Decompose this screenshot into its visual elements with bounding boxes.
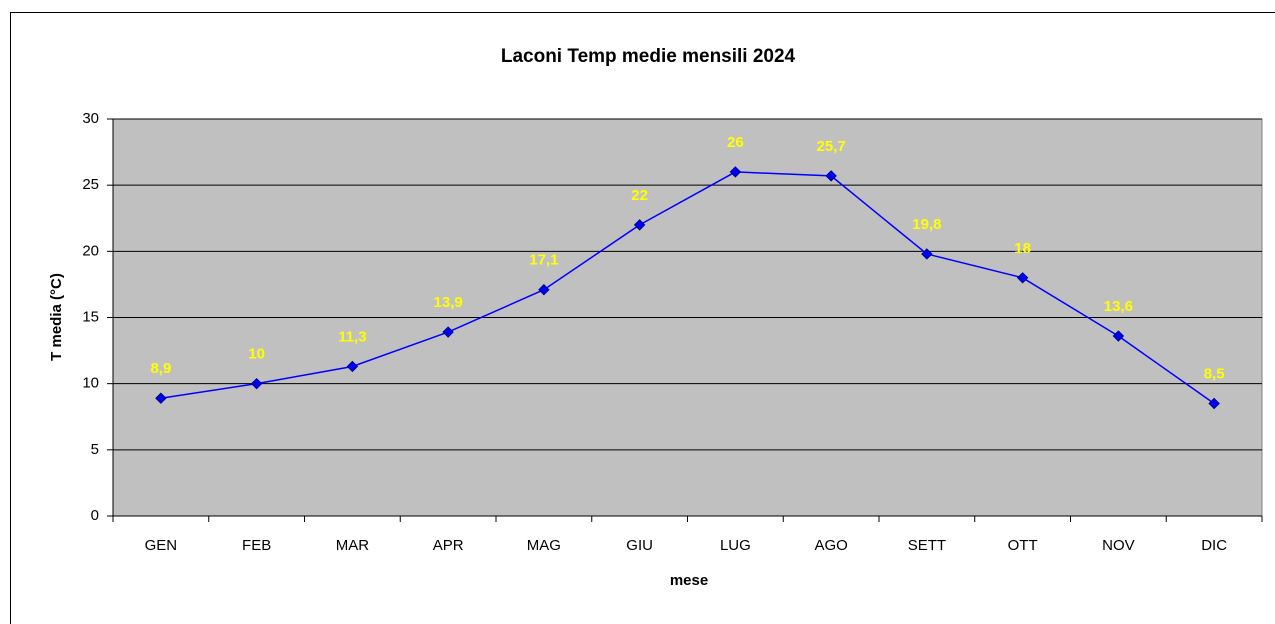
point-marker <box>1112 330 1125 342</box>
point-marker <box>633 219 646 231</box>
point-marker <box>825 170 837 182</box>
y-tick-label: 5 <box>91 441 99 458</box>
value-label: 25,7 <box>817 138 846 155</box>
value-label: 19,8 <box>912 216 941 233</box>
value-label: 17,1 <box>529 252 558 269</box>
value-label: 18 <box>1014 240 1031 257</box>
value-label: 13,9 <box>434 294 463 311</box>
y-tick-label: 25 <box>82 176 99 193</box>
point-marker <box>250 377 263 390</box>
x-tick-label: MAR <box>336 537 370 554</box>
x-tick-label: MAG <box>527 537 561 554</box>
x-tick-label: FEB <box>242 537 271 554</box>
y-tick-label: 30 <box>82 110 99 127</box>
series-line <box>160 171 1215 405</box>
y-tick-label: 10 <box>82 375 99 392</box>
x-tick-label: GIU <box>626 537 653 554</box>
x-tick-label: AGO <box>814 537 847 554</box>
x-tick-label: OTT <box>1008 537 1038 554</box>
y-tick-label: 15 <box>82 308 99 325</box>
value-label: 10 <box>248 346 265 363</box>
point-marker <box>442 326 454 338</box>
value-label: 26 <box>727 134 744 151</box>
point-marker <box>1208 397 1220 410</box>
point-marker <box>729 166 742 178</box>
x-tick-label: DIC <box>1201 537 1227 554</box>
x-tick-label: SETT <box>908 537 946 554</box>
value-label: 11,3 <box>338 328 366 345</box>
x-tick-label: APR <box>433 537 464 554</box>
y-tick-label: 0 <box>91 507 99 524</box>
point-marker <box>346 360 359 373</box>
value-label: 8,5 <box>1204 365 1225 382</box>
point-marker <box>1016 272 1029 284</box>
value-label: 22 <box>631 187 648 204</box>
point-marker <box>155 392 167 404</box>
point-marker <box>538 284 550 296</box>
x-tick-label: GEN <box>145 537 178 554</box>
value-label: 13,6 <box>1104 298 1133 315</box>
point-marker <box>921 248 933 260</box>
chart-title: Laconi Temp medie mensili 2024 <box>501 46 796 67</box>
chart-frame <box>10 12 1275 624</box>
x-tick-label: LUG <box>720 537 751 554</box>
x-axis-label: mese <box>670 572 708 589</box>
x-tick-label: NOV <box>1102 537 1135 554</box>
value-label: 8,9 <box>150 360 171 377</box>
y-tick-label: 20 <box>82 242 99 259</box>
y-axis-label: T media (°C) <box>48 273 65 361</box>
